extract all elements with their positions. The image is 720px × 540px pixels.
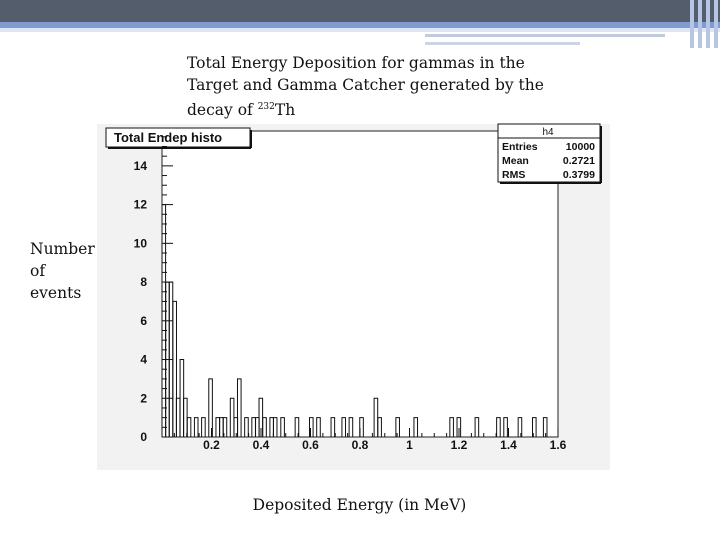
- plot-area: [161, 130, 559, 438]
- histogram-title-box: Total Endep histo: [105, 127, 252, 149]
- slide-title: Total Energy Deposition for gammas in th…: [187, 52, 547, 121]
- y-tick-label: 14: [134, 159, 148, 173]
- histogram-bin: [517, 417, 523, 437]
- stats-name: h4: [542, 127, 554, 138]
- histogram-bin: [474, 417, 480, 437]
- stats-entries-value: 10000: [566, 141, 595, 153]
- histogram-title: Total Endep histo: [114, 130, 222, 145]
- histogram-bin: [236, 378, 242, 437]
- stats-box: h4 Entries 10000 Mean 0.2721 RMS 0.3799: [497, 123, 602, 184]
- isotope-symbol: Th: [274, 101, 296, 120]
- y-tick-label: 0: [140, 430, 147, 444]
- histogram-bin: [280, 417, 285, 437]
- histogram-bin: [503, 417, 508, 437]
- stats-rms-value: 0.3799: [563, 169, 595, 181]
- histogram-bin: [532, 417, 537, 437]
- x-tick-label: 0.4: [253, 438, 270, 452]
- y-tick-label: 4: [140, 353, 147, 367]
- header-stripe: [425, 34, 665, 37]
- histogram-bin: [222, 417, 228, 437]
- y-tick-label: 12: [134, 198, 148, 212]
- histogram-bin: [208, 378, 213, 437]
- histogram-bin: [449, 417, 454, 437]
- y-tick-label: 2: [140, 391, 147, 405]
- histogram-bin: [330, 417, 336, 437]
- histogram-bin: [348, 417, 354, 437]
- isotope-mass-number: 232: [257, 102, 275, 112]
- axis-ticks: 0.2 0.4 0.6 0.8 1 1.2 1.4 1.6 0 2 4 6 8 10 12 14: [134, 136, 567, 452]
- x-axis-label-text: Deposited Energy (in MeV): [252, 496, 467, 514]
- x-tick-label: 1: [406, 438, 413, 452]
- histogram-bin: [359, 417, 364, 437]
- histogram-bin: [542, 417, 548, 437]
- header-accent-band: [0, 22, 720, 28]
- header-light-band: [0, 28, 720, 32]
- histogram-bin: [395, 417, 400, 437]
- histogram-bin: [377, 417, 382, 437]
- histogram-bin: [496, 417, 501, 437]
- x-tick-label: 0.6: [302, 438, 319, 452]
- x-tick-label: 1.4: [500, 438, 517, 452]
- stats-entries-label: Entries: [502, 141, 538, 153]
- header-vertical-bars: [688, 0, 720, 48]
- histogram-bin: [294, 417, 300, 437]
- y-tick-label: 6: [140, 314, 147, 328]
- x-tick-label: 1.2: [451, 438, 468, 452]
- x-tick-label: 0.2: [203, 438, 220, 452]
- x-tick-label: 1.6: [550, 438, 567, 452]
- header-stripe-short: [425, 42, 580, 45]
- stats-mean-value: 0.2721: [563, 155, 595, 167]
- stats-rms-label: RMS: [502, 169, 525, 181]
- histogram-bin: [262, 417, 267, 437]
- stats-mean-label: Mean: [502, 155, 529, 167]
- y-tick-label: 10: [134, 236, 148, 250]
- slide-title-text: Total Energy Deposition for gammas in th…: [187, 54, 544, 120]
- x-tick-label: 0.8: [352, 438, 369, 452]
- histogram-bin: [186, 417, 192, 437]
- x-axis-label: Deposited Energy (in MeV): [0, 496, 720, 514]
- histogram-bin: [201, 417, 206, 437]
- histogram-bin: [456, 417, 462, 437]
- histogram-bin: [244, 417, 249, 437]
- histogram-bin: [341, 417, 347, 437]
- histogram-bin: [272, 417, 278, 437]
- y-tick-label: 8: [140, 275, 147, 289]
- histogram-bin: [413, 417, 419, 437]
- histogram-bin: [309, 417, 314, 437]
- histogram-bin: [172, 300, 177, 437]
- y-axis-label: Number of events: [30, 240, 95, 302]
- histogram-bin: [316, 417, 321, 437]
- header-bar: [0, 0, 720, 22]
- histogram-bin: [193, 417, 199, 437]
